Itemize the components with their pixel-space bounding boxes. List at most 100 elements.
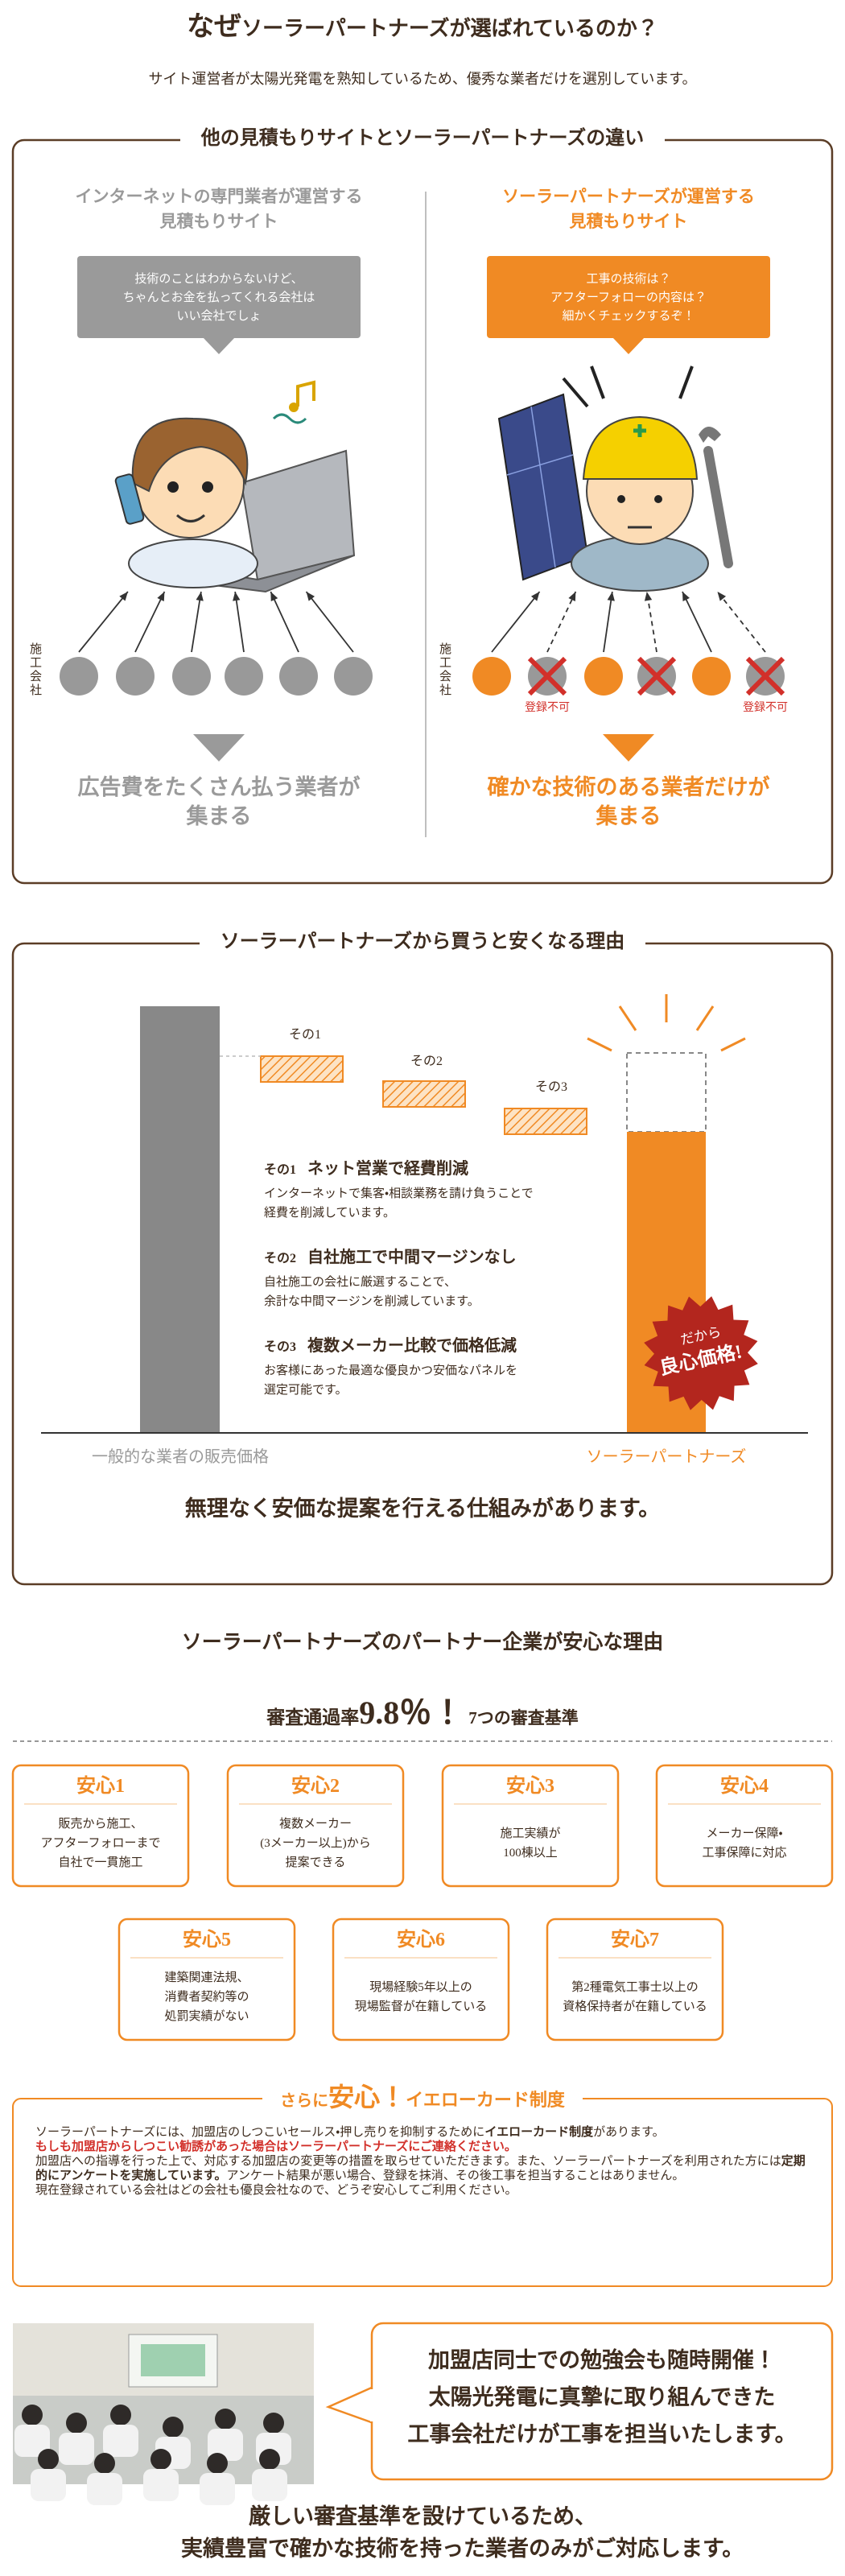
person-body: [143, 2469, 179, 2501]
person-body: [200, 2473, 235, 2505]
speech-bubble: [487, 256, 770, 338]
mouth: [176, 514, 205, 522]
title-main: イエローカード制度: [406, 2090, 565, 2110]
closing-text: 厳しい審査基準を設けているため、: [249, 2504, 596, 2529]
criteria-card: [11, 1764, 190, 1888]
criteria-text: 自社で一貫施工: [58, 1856, 143, 1869]
company-label: 施工会社: [28, 642, 41, 697]
arrow-head: [270, 592, 278, 601]
arrow-head: [233, 592, 241, 601]
title-em: 安心！: [328, 2083, 406, 2112]
reason-heading-text: 複数メーカー比較で価格低減: [307, 1337, 517, 1355]
reject-mark: [527, 656, 567, 696]
company: [279, 657, 318, 696]
wrench: [703, 446, 733, 568]
column-heading: 見積もりサイト: [159, 212, 278, 231]
arrow-head: [682, 592, 690, 601]
paragraph: 加盟店への指導を行った上で、対応する加盟店の変更等の措置を取らせていただきます。…: [35, 2154, 811, 2183]
column-heading: インターネットの専門業者が運営する: [75, 187, 363, 206]
reason-heading-text: 自社施工で中間マージンなし: [307, 1249, 517, 1266]
criteria-text: 処罰実績がない: [164, 2010, 249, 2023]
criteria-title: 安心5: [183, 1930, 231, 1951]
tail-cover: [370, 2389, 375, 2421]
result-text: 集まる: [596, 804, 662, 828]
result-text: 集まる: [186, 804, 252, 828]
section-title-text: ソーラーパートナーズから買うと安くなる理由: [199, 931, 646, 952]
shine-ray: [695, 1005, 715, 1031]
reason-desc: 経費を削減しています。: [264, 1207, 396, 1220]
arrow: [682, 591, 712, 653]
section-heading: ソーラーパートナーズのパートナー企業が安心な理由: [181, 1632, 664, 1653]
arrow: [716, 591, 766, 653]
bubble-text: 技術のことはわからないけど、: [134, 273, 303, 286]
reject-mark: [745, 656, 785, 696]
company: [334, 657, 373, 696]
reason-label: その3: [264, 1340, 297, 1354]
rejected-label: 登録不可: [743, 702, 788, 714]
person-head: [215, 2409, 236, 2429]
reason-heading: その1 ネット営業で経費削減: [264, 1159, 468, 1179]
person-body: [14, 2425, 50, 2457]
person-body: [252, 2469, 287, 2501]
criteria-text: 複数メーカー: [278, 1818, 352, 1831]
section-title: ソーラーパートナーズから買うと安くなる理由: [0, 931, 845, 954]
result-text: 広告費をたくさん払う業者が: [77, 775, 361, 799]
step-label: その3: [535, 1080, 568, 1094]
axis-label: ソーラーパートナーズ: [586, 1448, 747, 1466]
criteria-text: 工事保障に対応: [702, 1847, 787, 1860]
arrow-head: [644, 592, 653, 601]
pass-rate: 審査通過率9.8％！ 7つの審査基準: [0, 1694, 845, 1732]
person-body: [59, 2433, 94, 2465]
person-head: [150, 2449, 171, 2470]
hair: [131, 417, 249, 493]
helmet: [582, 415, 699, 480]
rejected-label: 登録不可: [525, 702, 570, 714]
eye: [202, 481, 213, 493]
down-triangle: [193, 734, 245, 762]
criteria-title: 安心6: [397, 1930, 445, 1951]
title-wrap: さらに安心！イエローカード制度: [262, 2083, 583, 2112]
arrow-head: [607, 592, 615, 601]
closing-text: 実績豊富で確かな技術を持った業者のみがご対応します。: [181, 2537, 744, 2561]
squiggle: [272, 413, 307, 424]
criteria-text: 消費者契約等の: [164, 1991, 249, 2004]
criteria-card: [441, 1764, 620, 1888]
person-head: [94, 2453, 115, 2474]
criteria-text: (3メーカー以上)から: [260, 1837, 371, 1850]
arrow-head: [196, 592, 204, 601]
eye: [617, 495, 625, 503]
reason-desc: 選定可能です。: [264, 1384, 348, 1397]
company: [225, 657, 263, 696]
general-price-bar: [140, 1006, 220, 1433]
title-em: なぜ: [187, 12, 242, 42]
shine-ray: [618, 1005, 637, 1031]
criteria-text: 第2種電気工事士以上の: [571, 1981, 699, 1994]
reject-mark: [637, 656, 677, 696]
criteria-text: 現場監督が在籍している: [354, 2000, 488, 2013]
section-title: 他の見積もりサイトとソーラーパートナーズの違い: [0, 127, 845, 151]
arrow-head: [306, 592, 315, 601]
step-label: その2: [410, 1055, 443, 1068]
arrow-head: [157, 592, 165, 601]
saving-step: [382, 1080, 466, 1108]
bubble-text: ちゃんとお金を払ってくれる会社は: [122, 291, 315, 304]
stress-line: [678, 365, 694, 399]
helmet-cross: [633, 424, 646, 437]
criteria-text: 販売から施工、: [58, 1818, 143, 1831]
arrow: [234, 591, 245, 653]
column-heading: ソーラーパートナーズが運営する: [502, 187, 755, 206]
step-label: その1: [289, 1028, 322, 1042]
reason-desc: 余計な中間マージンを削減しています。: [264, 1295, 480, 1308]
text: 現在登録されている会社はどの会社も優良会社なので、どうぞ安心してご利用ください。: [35, 2184, 517, 2197]
person-body: [31, 2469, 66, 2501]
company: [472, 657, 511, 696]
reason-desc: お客様にあった最適な優良かつ安価なパネルを: [264, 1364, 518, 1377]
company: [584, 657, 623, 696]
bubble-text: いい会社でしょ: [176, 310, 262, 323]
study-text: 加盟店同士での勉強会も随時開催！: [428, 2348, 776, 2372]
reason-heading-text: ネット営業で経費削減: [307, 1160, 469, 1178]
music-note: [296, 380, 315, 407]
paragraph: ソーラーパートナーズには、加盟店のしつこいセールス・押し売りを抑制するためにイエ…: [35, 2125, 811, 2140]
